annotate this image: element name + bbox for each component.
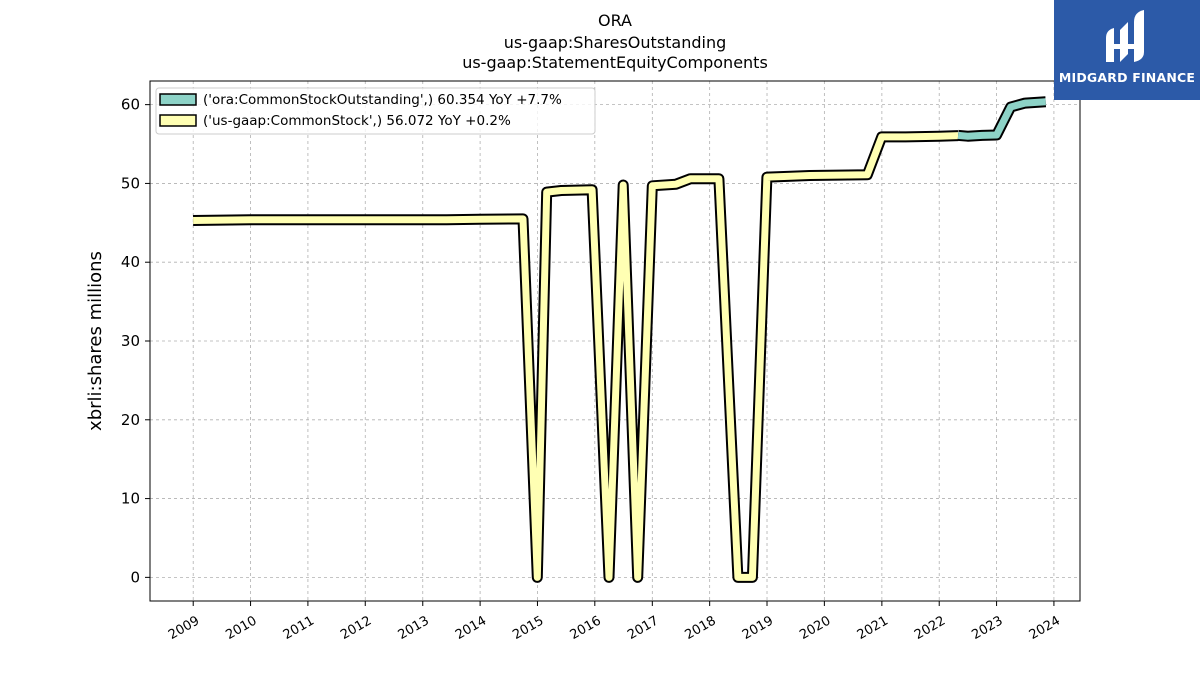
x-tick-label: 2009 [166,613,202,643]
x-tick-label: 2020 [797,613,833,643]
y-tick-label: 0 [130,568,140,586]
x-tick-label: 2018 [683,613,719,643]
y-tick-label: 50 [121,174,140,192]
legend-swatch-common-stock [159,114,197,127]
logo-text: MIDGARD FINANCE [1058,70,1196,85]
y-tick-label: 30 [121,332,140,350]
x-tick-label: 2012 [338,613,374,643]
series-line-0 [957,98,1046,140]
x-tick-label: 2021 [855,613,891,643]
legend-swatch-stock-outstanding [159,93,197,106]
y-tick-label: 60 [121,96,140,114]
legend-label-stock-outstanding: ('ora:CommonStockOutstanding',) 60.354 Y… [203,92,562,108]
y-tick-label: 40 [121,253,140,271]
x-tick-label: 2013 [396,613,432,643]
y-tick-label: 10 [121,490,140,508]
x-tick-label: 2022 [912,613,948,643]
x-tick-label: 2024 [1027,613,1063,643]
x-tick-label: 2019 [740,613,776,643]
y-tick-label: 20 [121,411,140,429]
x-tick-label: 2015 [510,613,546,643]
x-tick-label: 2010 [223,613,259,643]
chart-title-line3: us-gaap:StatementEquityComponents [462,53,768,72]
legend-label-common-stock: ('us-gaap:CommonStock',) 56.072 YoY +0.2… [203,113,511,129]
y-axis: 0 10 20 30 40 50 60 [121,96,150,586]
x-tick-label: 2011 [281,613,317,643]
x-tick-label: 2023 [969,613,1005,643]
chart-title-line2: us-gaap:SharesOutstanding [504,33,727,52]
x-axis: 2009 2010 2011 2012 2013 2014 2015 2016 2017 2018… [166,601,1063,643]
x-tick-label: 2017 [625,613,661,643]
legend-box [155,87,596,135]
x-tick-label: 2014 [453,613,489,643]
chart-title-line1: ORA [598,11,632,30]
x-tick-label: 2016 [568,613,604,643]
series-line-1 [193,132,959,581]
y-axis-label: xbrli:shares millions [85,251,106,431]
series-layer [193,96,1047,583]
midgard-logo-icon [1106,10,1144,62]
logo: MIDGARD FINANCE [1054,0,1200,100]
legend: ('ora:CommonStockOutstanding',) 60.354 Y… [155,87,596,135]
